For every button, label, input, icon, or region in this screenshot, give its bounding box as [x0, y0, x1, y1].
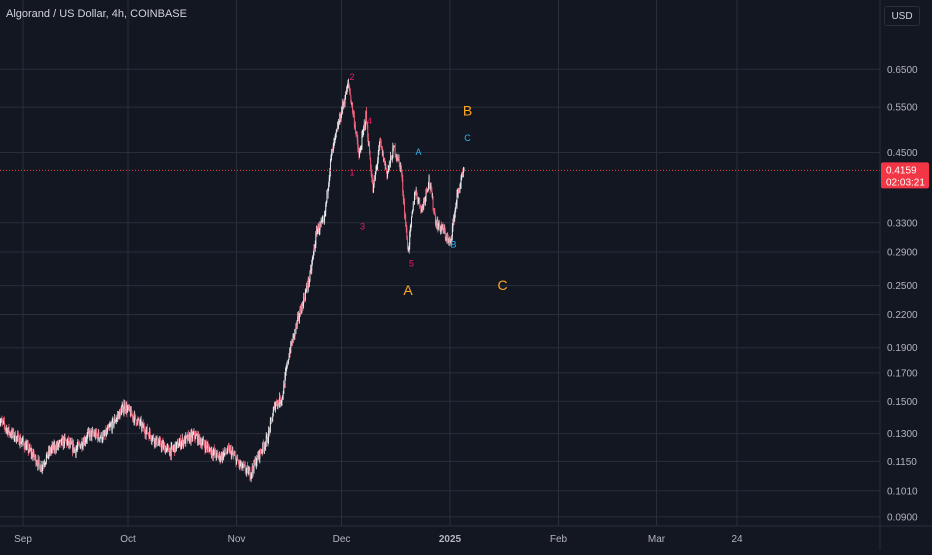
candle-body	[102, 435, 103, 440]
candle-body	[407, 239, 408, 249]
price-tick-label: 0.0900	[887, 512, 918, 523]
candle-body	[365, 123, 366, 127]
candle-body	[256, 455, 257, 463]
candle-body	[147, 427, 148, 433]
time-tick-label: Sep	[14, 534, 32, 545]
price-tick-label: 0.2900	[887, 248, 918, 259]
candle-body	[385, 165, 386, 169]
candle-body	[248, 470, 249, 474]
last-price-badge: 0.4159 02:03:21	[881, 162, 929, 188]
time-tick-label: Mar	[648, 534, 666, 545]
candle-body	[42, 464, 43, 467]
wave-label-c: C	[497, 277, 507, 293]
candle-body	[378, 155, 379, 160]
candle-body	[340, 118, 341, 121]
wave-label-2: 2	[349, 72, 354, 82]
candle-body	[433, 196, 434, 209]
price-tick-label: 0.1150	[887, 457, 917, 468]
currency-button[interactable]: USD	[884, 6, 920, 26]
wave-label-a: A	[415, 147, 421, 157]
candle-body	[395, 146, 396, 155]
price-tick-label: 0.2500	[887, 281, 918, 292]
candle-body	[80, 445, 81, 448]
candle-body	[107, 428, 108, 432]
wave-label-4: 4	[367, 116, 372, 126]
price-tick-label: 0.1500	[887, 397, 918, 408]
candle-body	[150, 431, 151, 435]
candle-body	[379, 143, 380, 147]
price-axis[interactable]: 0.6500 0.5500 0.4500 0.3300 0.2900 0.2500 0.22…	[880, 0, 932, 550]
candle-body	[419, 198, 420, 205]
candle-body	[272, 416, 273, 420]
price-tick-label: 0.1010	[887, 486, 918, 497]
candle-body	[464, 168, 465, 169]
candle-body	[178, 446, 179, 447]
candle-body	[157, 437, 158, 445]
price-tick-label: 0.3300	[887, 218, 918, 229]
candle-body	[135, 415, 136, 419]
wave-label-1: 1	[349, 167, 354, 177]
price-tick-label: 0.1300	[887, 429, 918, 440]
time-axis[interactable]: Sep Oct Nov Dec 2025 Feb Mar 24	[0, 526, 932, 545]
wave-label-a: A	[403, 282, 413, 298]
candle-body	[438, 225, 439, 229]
wave-label-c: C	[464, 133, 471, 143]
grid	[0, 0, 880, 526]
wave-label-3: 3	[360, 222, 365, 232]
candle-body	[202, 441, 203, 444]
time-tick-label: 24	[731, 534, 743, 545]
candle-body	[135, 414, 136, 415]
candle-body	[411, 217, 412, 224]
time-tick-label: Dec	[333, 534, 351, 545]
price-tick-label: 0.1900	[887, 343, 918, 354]
price-tick-label: 0.6500	[887, 65, 918, 76]
time-tick-label: Feb	[550, 534, 568, 545]
candle-body	[336, 129, 337, 132]
candle-body	[21, 442, 22, 443]
price-tick-label: 0.2200	[887, 310, 918, 321]
candle-body	[455, 206, 456, 208]
candle-body	[123, 409, 124, 412]
time-tick-label: Oct	[120, 534, 136, 545]
candle-body	[168, 447, 169, 452]
wave-label-b: B	[450, 239, 456, 249]
price-tick-label: 0.5500	[887, 103, 918, 114]
candle-body	[39, 464, 40, 471]
candle-body	[350, 92, 351, 95]
price-tick-label: 0.1700	[887, 368, 918, 379]
candle-body	[283, 394, 284, 397]
candle-body	[392, 158, 393, 160]
price-tick-label: 0.4500	[887, 148, 918, 159]
candle-countdown: 02:03:21	[886, 177, 925, 188]
candle-body	[359, 152, 360, 157]
candle-body	[399, 159, 400, 162]
candle-body	[345, 99, 346, 104]
candle-body	[386, 169, 387, 171]
candle-body	[381, 142, 382, 146]
candle-body	[338, 123, 339, 129]
time-tick-label: 2025	[439, 534, 462, 545]
time-tick-label: Nov	[228, 534, 246, 545]
wave-label-b: B	[463, 102, 472, 118]
candle-body	[276, 402, 277, 405]
wave-label-5: 5	[409, 259, 414, 269]
candle-body	[114, 422, 115, 425]
candle-body	[161, 444, 162, 448]
candle-body	[98, 432, 99, 437]
chart-title: Algorand / US Dollar, 4h, COINBASE	[6, 8, 187, 20]
candle-body	[310, 272, 311, 280]
candles	[0, 79, 464, 482]
last-price-value: 0.4159	[886, 165, 917, 176]
